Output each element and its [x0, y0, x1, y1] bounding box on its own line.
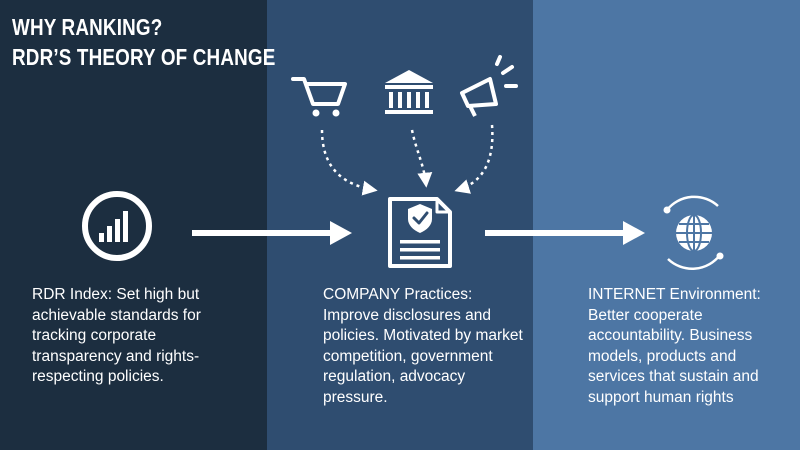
- internet-environment-description: INTERNET Environment: Better cooperate a…: [588, 286, 761, 406]
- arrow-index-to-company: [192, 221, 352, 245]
- bank-building-icon: [385, 70, 433, 114]
- right-panel: [533, 0, 800, 450]
- title-line-2: RDR’S THEORY OF CHANGE: [12, 44, 276, 70]
- shield-document-icon: [388, 197, 452, 268]
- arrow-company-to-internet: [485, 221, 645, 245]
- left-panel: [0, 0, 267, 450]
- globe-icon: [663, 195, 724, 270]
- rdr-index-description: RDR Index: Set high but achievable stand…: [32, 286, 201, 385]
- bar-chart-icon: [82, 191, 152, 261]
- title-line-1: WHY RANKING?: [12, 14, 163, 40]
- slide-title: WHY RANKING? RDR’S THEORY OF CHANGE: [12, 12, 275, 72]
- dotted-arrow-cart: [320, 129, 378, 196]
- shopping-cart-icon: [291, 77, 347, 117]
- megaphone-icon: [460, 55, 518, 117]
- dotted-arrow-megaphone: [454, 124, 494, 194]
- dotted-arrow-bank: [410, 129, 433, 188]
- company-practices-description: COMPANY Practices: Improve disclosures a…: [323, 286, 523, 406]
